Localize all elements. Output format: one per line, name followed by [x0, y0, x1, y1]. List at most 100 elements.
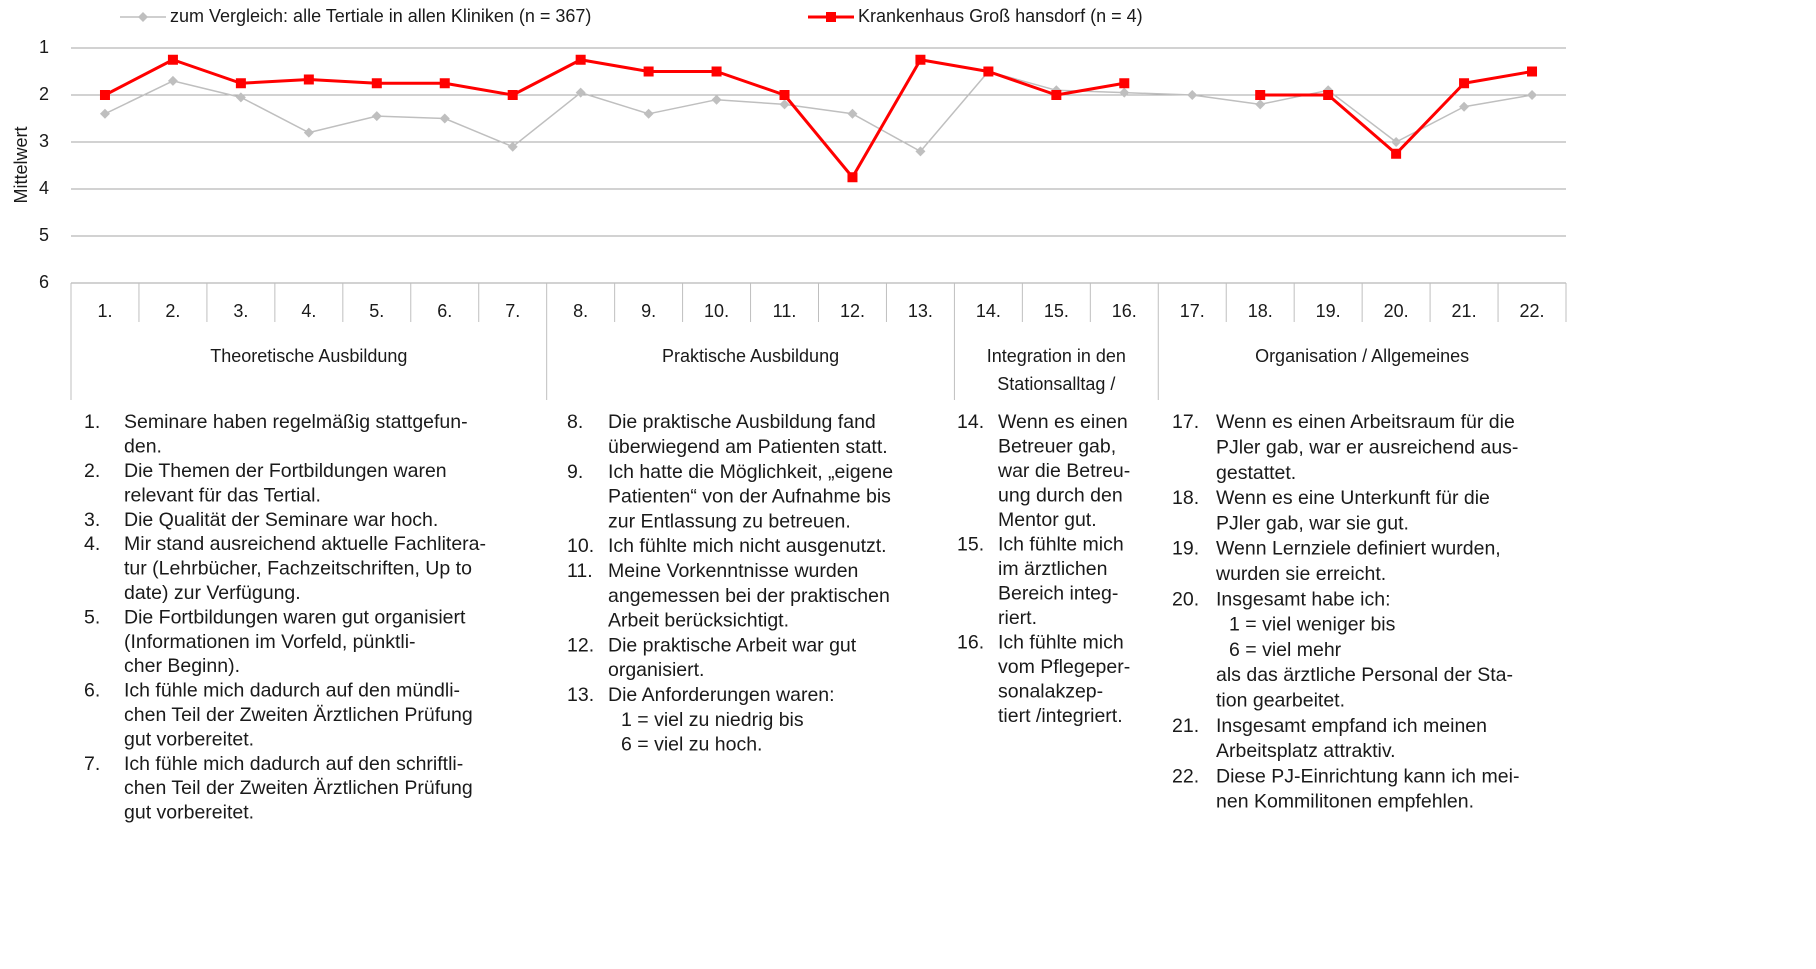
- note-text: organisiert.: [608, 659, 704, 681]
- data-point: [643, 108, 654, 119]
- note-text: Wenn Lernziele definiert wurden,: [1216, 538, 1501, 560]
- legend-marker: [826, 12, 836, 22]
- note-text: date) zur Verfügung.: [124, 582, 301, 604]
- data-point: [371, 111, 382, 122]
- note-text: tiert /integriert.: [998, 705, 1123, 727]
- note-text: Die Anforderungen waren:: [608, 684, 835, 706]
- data-point: [507, 141, 518, 152]
- note-number: 16.: [957, 632, 984, 654]
- y-tick-label: 3: [39, 131, 49, 151]
- data-point: [439, 78, 450, 89]
- note-text: 6 = viel mehr: [1229, 639, 1342, 661]
- x-tick-label: 17.: [1180, 301, 1205, 321]
- data-point: [303, 74, 314, 85]
- x-tick-label: 12.: [840, 301, 865, 321]
- note-number: 3.: [84, 509, 100, 531]
- y-tick-label: 2: [39, 84, 49, 104]
- note-text: Ich fühle mich dadurch auf den schriftli…: [124, 753, 463, 775]
- note-text: angemessen bei der praktischen: [608, 585, 890, 607]
- note-text: Die praktische Ausbildung fand: [608, 411, 876, 433]
- note-text: überwiegend am Patienten statt.: [608, 436, 888, 458]
- x-tick-label: 22.: [1520, 301, 1545, 321]
- note-text: tur (Lehrbücher, Fachzeitschriften, Up t…: [124, 558, 472, 580]
- note-text: Mentor gut.: [998, 509, 1097, 531]
- note-text: Wenn es einen Arbeitsraum für die: [1216, 411, 1515, 433]
- note-text: den.: [124, 436, 162, 458]
- data-point: [779, 99, 790, 110]
- note-text: sonalakzep-: [998, 681, 1103, 703]
- note-text: nen Kommilitonen empfehlen.: [1216, 791, 1474, 813]
- note-number: 6.: [84, 680, 100, 702]
- note-number: 20.: [1172, 588, 1199, 610]
- data-point: [575, 54, 586, 65]
- note-number: 2.: [84, 460, 100, 482]
- group-label: Praktische Ausbildung: [662, 346, 839, 366]
- x-tick-label: 7.: [505, 301, 520, 321]
- data-point: [235, 78, 246, 89]
- note-text: vom Pflegeper-: [998, 656, 1130, 678]
- data-point: [1119, 78, 1130, 89]
- note-text: Wenn es eine Unterkunft für die: [1216, 487, 1490, 509]
- data-point: [507, 90, 518, 100]
- note-text: Meine Vorkenntnisse wurden: [608, 560, 858, 582]
- note-text: wurden sie erreicht.: [1215, 563, 1386, 585]
- note-number: 19.: [1172, 538, 1199, 560]
- note-text: chen Teil der Zweiten Ärztlichen Prüfung: [124, 777, 473, 799]
- note-text: Die Themen der Fortbildungen waren: [124, 460, 447, 482]
- note-text: im ärztlichen: [998, 558, 1107, 580]
- legend-marker: [138, 12, 148, 22]
- x-tick-label: 21.: [1452, 301, 1477, 321]
- note-text: ung durch den: [998, 485, 1123, 507]
- x-tick-label: 2.: [165, 301, 180, 321]
- data-point: [847, 172, 858, 183]
- legend-label: zum Vergleich: alle Tertiale in allen Kl…: [170, 6, 591, 26]
- note-text: Ich fühle mich dadurch auf den mündli-: [124, 680, 460, 702]
- x-tick-label: 20.: [1384, 301, 1409, 321]
- x-tick-label: 8.: [573, 301, 588, 321]
- note-number: 9.: [567, 461, 583, 483]
- note-number: 10.: [567, 535, 594, 557]
- data-point: [235, 92, 246, 103]
- x-tick-label: 18.: [1248, 301, 1273, 321]
- series-line: [104, 70, 1533, 153]
- note-number: 18.: [1172, 487, 1199, 509]
- x-tick-label: 19.: [1316, 301, 1341, 321]
- note-text: Ich fühlte mich nicht ausgenutzt.: [608, 535, 887, 557]
- note-text: Bereich integ-: [998, 583, 1118, 605]
- note-number: 15.: [957, 534, 984, 556]
- note-number: 11.: [567, 560, 593, 582]
- note-text: 1 = viel zu niedrig bis: [621, 709, 804, 731]
- data-point: [575, 87, 586, 98]
- group-label: Theoretische Ausbildung: [210, 346, 407, 366]
- data-point: [1119, 87, 1130, 98]
- data-point: [915, 54, 926, 65]
- note-text: Arbeit berücksichtigt.: [608, 610, 789, 632]
- note-text: gestattet.: [1216, 462, 1296, 484]
- note-number: 12.: [567, 634, 594, 656]
- x-tick-label: 4.: [301, 301, 316, 321]
- data-point: [1459, 78, 1470, 89]
- data-point: [371, 78, 382, 89]
- x-tick-label: 6.: [437, 301, 452, 321]
- data-point: [1051, 90, 1062, 100]
- note-text: PJler gab, war er ausreichend aus-: [1216, 436, 1518, 458]
- note-text: war die Betreu-: [997, 460, 1130, 482]
- note-number: 8.: [567, 411, 583, 433]
- note-text: zur Entlassung zu betreuen.: [608, 510, 851, 532]
- x-tick-label: 16.: [1112, 301, 1137, 321]
- note-text: tion gearbeitet.: [1216, 689, 1345, 711]
- note-text: als das ärztliche Personal der Sta-: [1216, 664, 1513, 686]
- x-tick-label: 1.: [97, 301, 112, 321]
- note-text: Diese PJ-Einrichtung kann ich mei-: [1216, 765, 1519, 787]
- note-text: PJler gab, war sie gut.: [1216, 512, 1409, 534]
- data-point: [1459, 101, 1470, 112]
- note-number: 14.: [957, 411, 984, 433]
- data-point: [1391, 148, 1402, 159]
- note-text: gut vorbereitet.: [124, 728, 254, 750]
- note-number: 1.: [84, 411, 100, 433]
- legend-label: Krankenhaus Groß hansdorf (n = 4): [858, 6, 1143, 26]
- note-number: 5.: [84, 606, 100, 628]
- note-text: 1 = viel weniger bis: [1229, 614, 1396, 636]
- data-point: [711, 66, 722, 77]
- note-text: Ich fühlte mich: [998, 632, 1124, 654]
